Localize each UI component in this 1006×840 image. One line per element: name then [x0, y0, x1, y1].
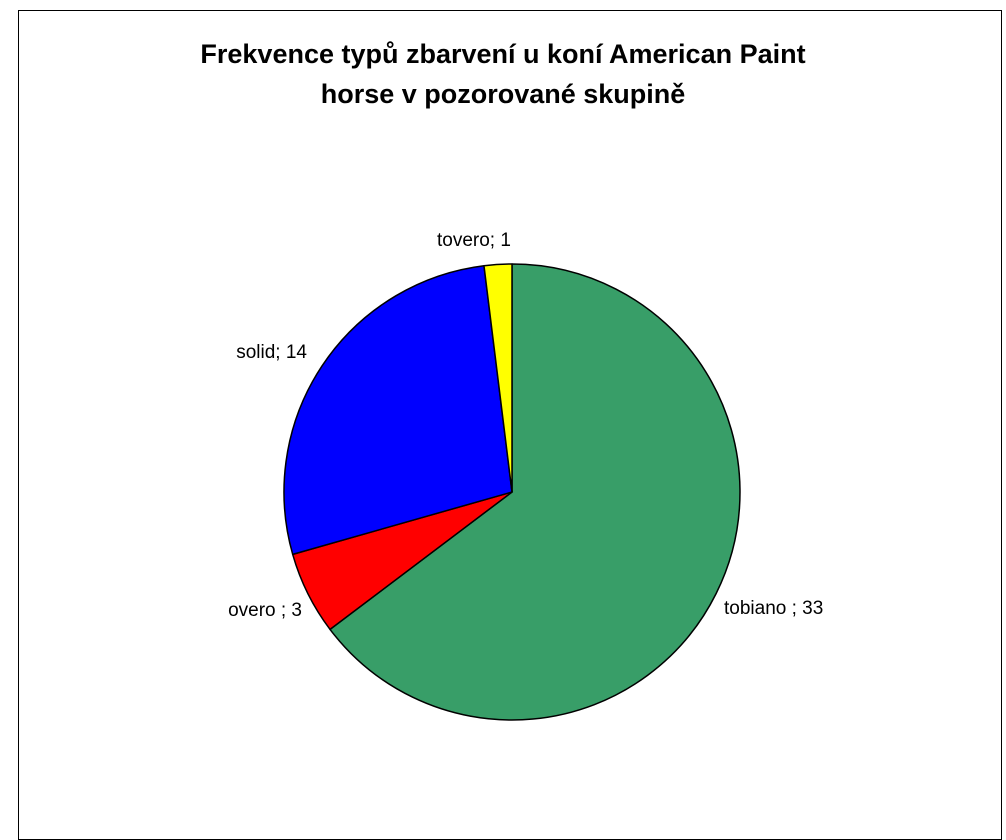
pie-labels: tobiano ; 33 overo ; 3 solid; 14 tovero; 1 — [228, 230, 823, 621]
chart-title-line-2: horse v pozorované skupině — [320, 79, 686, 109]
data-label-tovero: tovero; 1 — [437, 230, 511, 251]
chart-title-line-1: Frekvence typů zbarvení u koní American … — [200, 39, 806, 69]
pie-slices — [283, 263, 741, 721]
pie-slice-tovero — [483, 263, 513, 493]
data-label-solid: solid; 14 — [236, 342, 307, 363]
pie-slice-solid — [283, 264, 513, 556]
data-label-overo: overo ; 3 — [228, 600, 302, 621]
pie-slice-tobiano — [329, 263, 741, 721]
chart-title: Frekvence typů zbarvení u koní American … — [0, 34, 1006, 114]
data-label-tobiano: tobiano ; 33 — [724, 598, 823, 619]
